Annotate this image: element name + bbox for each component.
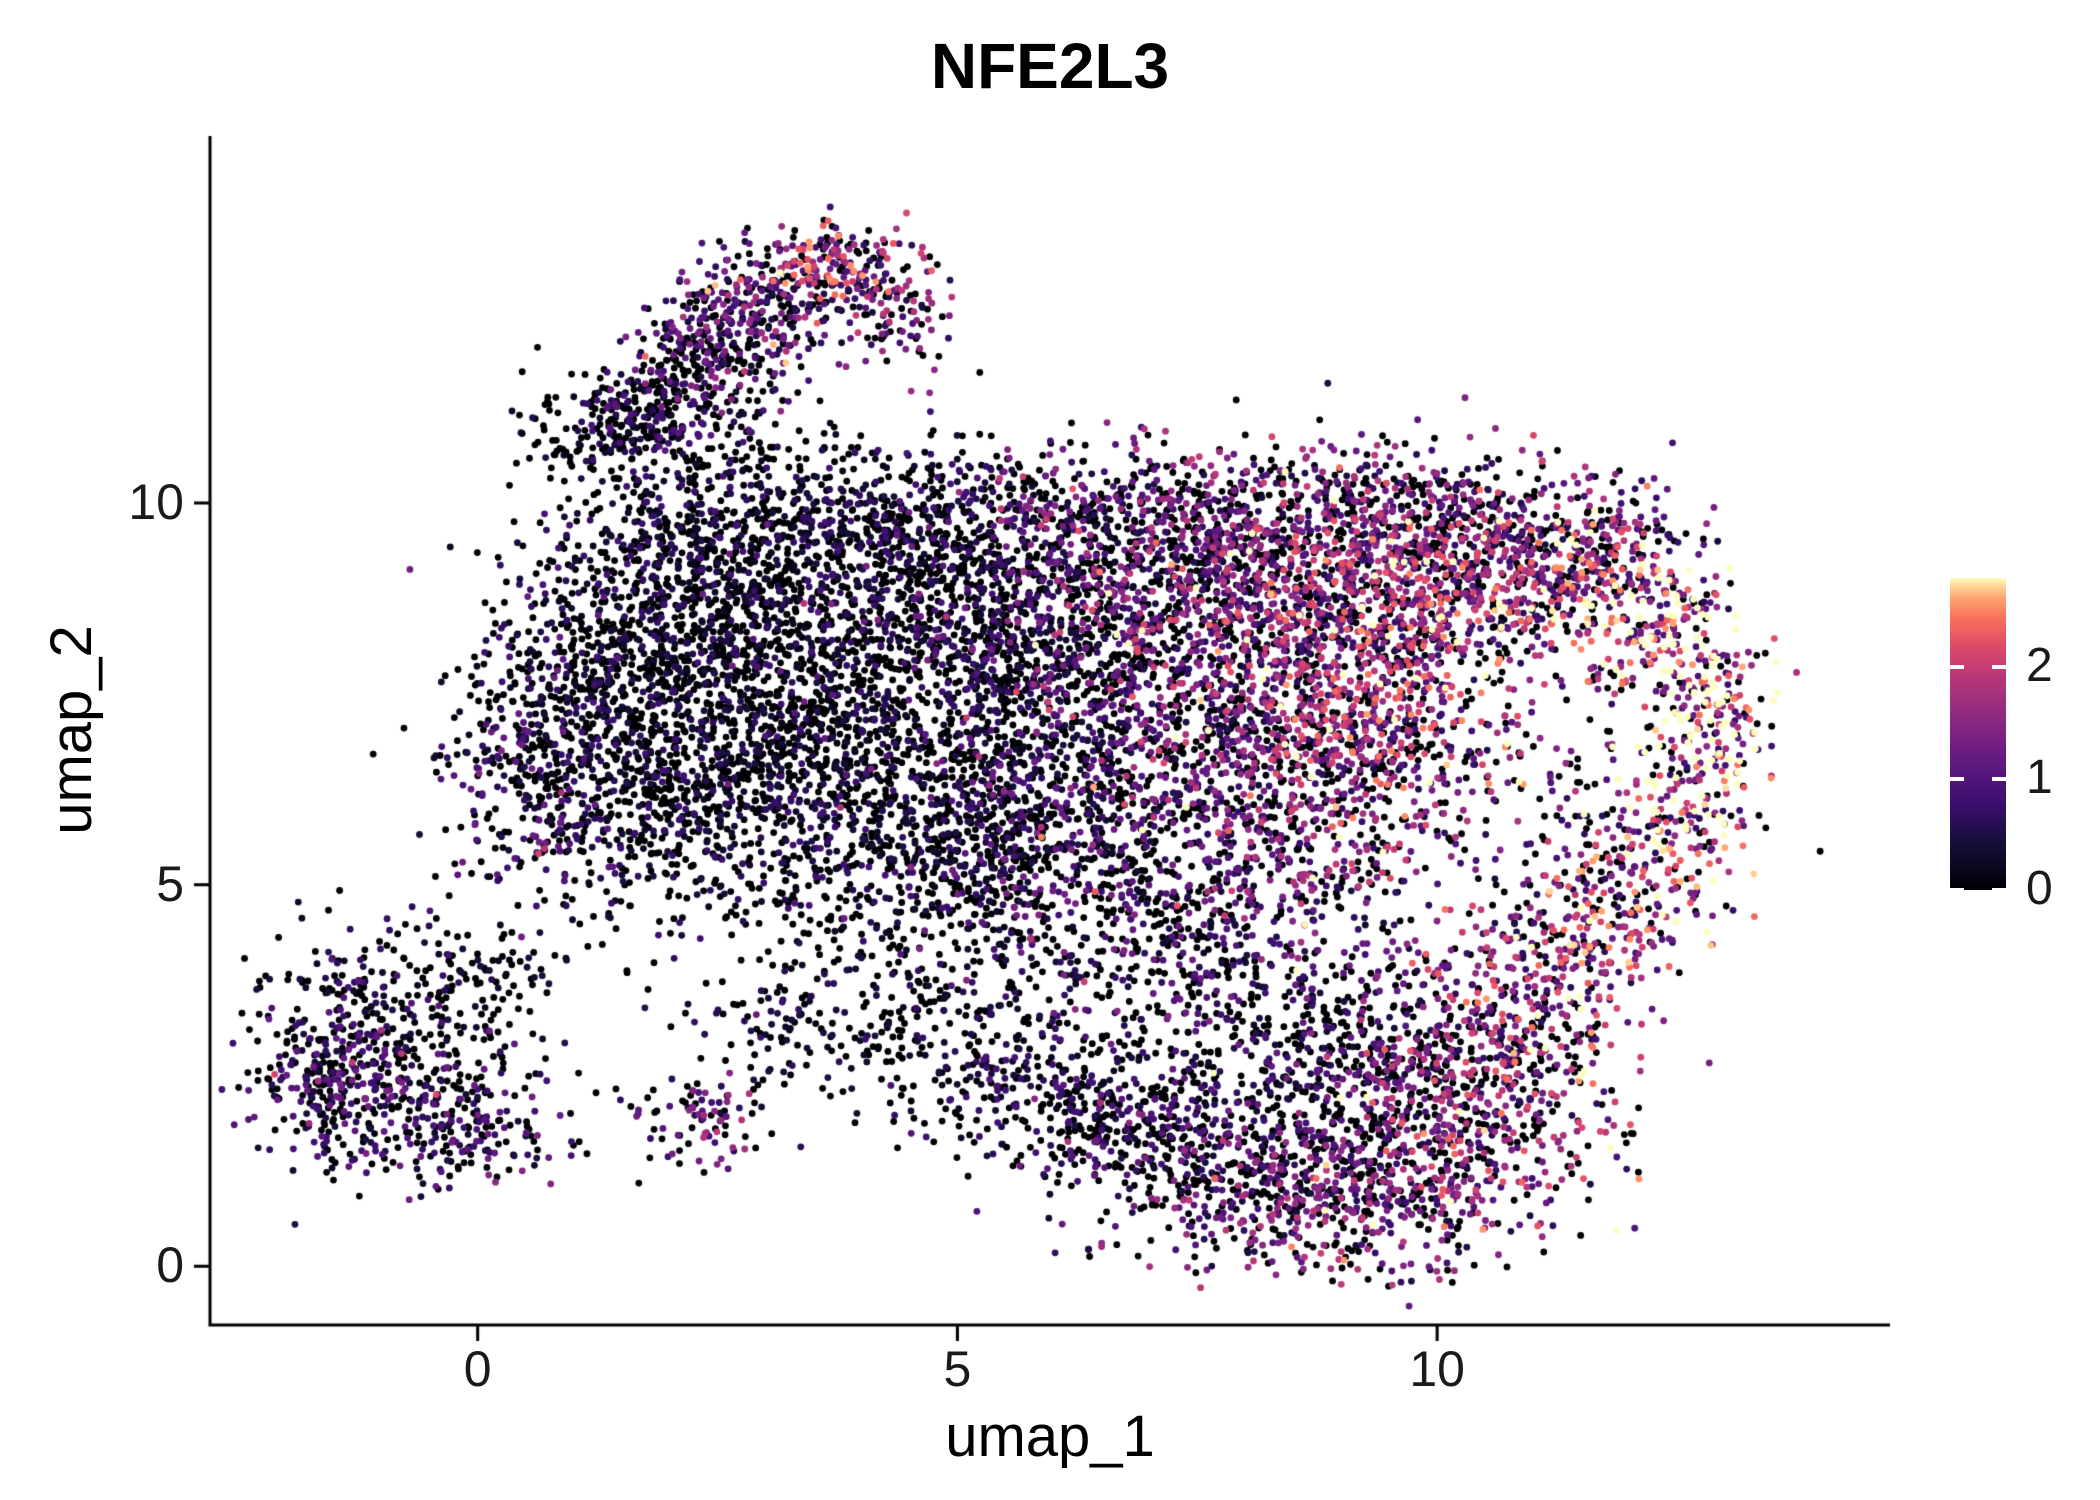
colorbar-tick-mark [1992,776,2006,781]
colorbar-tick-mark [1992,665,2006,670]
colorbar-tick-label: 0 [2026,862,2053,915]
x-tick-label: 5 [943,1341,972,1397]
x-axis-label: umap_1 [945,1404,1155,1469]
x-tick-label: 0 [463,1341,492,1397]
y-tick-label: 5 [156,855,184,912]
y-tick-label: 10 [128,474,184,531]
x-tick-label: 10 [1409,1341,1465,1397]
colorbar-tick-label: 2 [2026,639,2053,693]
colorbar-tick-mark [1950,888,1964,892]
plot-title: NFE2L3 [930,30,1170,102]
colorbar-tick-label: 1 [2026,750,2053,804]
y-tick-label: 0 [156,1237,184,1294]
colorbar-tick-mark [1950,776,1964,781]
colorbar-gradient [1950,578,2006,890]
colorbar-tick-mark [1950,665,1964,670]
colorbar-tick-mark [1992,888,2006,892]
